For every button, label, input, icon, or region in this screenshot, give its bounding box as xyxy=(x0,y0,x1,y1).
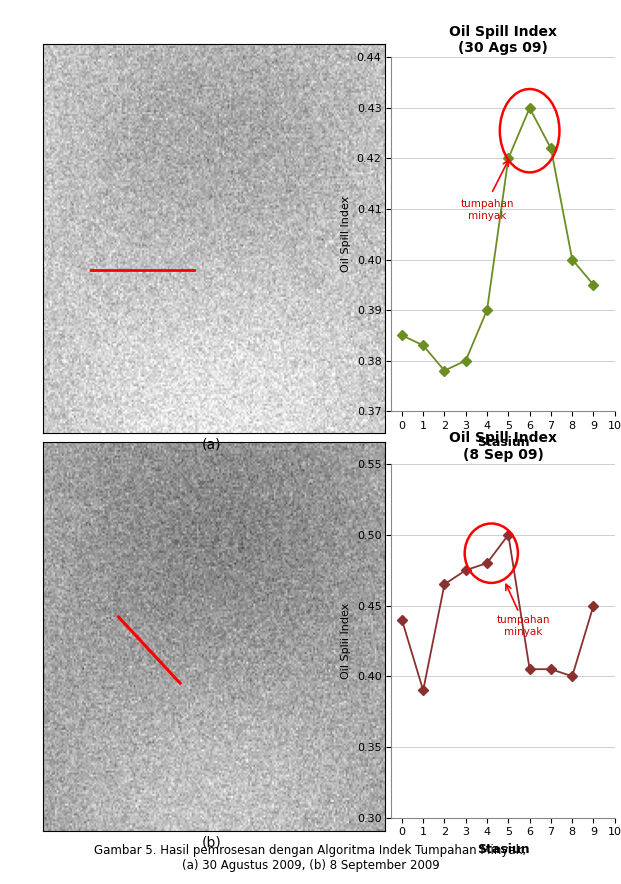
Y-axis label: Oil Spill Index: Oil Spill Index xyxy=(341,196,351,272)
X-axis label: Stasiun: Stasiun xyxy=(477,843,529,856)
Y-axis label: Oil Splii Index: Oil Splii Index xyxy=(341,603,351,679)
Title: Oil Spill Index
(30 Ags 09): Oil Spill Index (30 Ags 09) xyxy=(449,25,557,55)
Text: tumpahan
minyak: tumpahan minyak xyxy=(496,615,550,637)
Text: (b): (b) xyxy=(201,835,221,850)
Text: (a): (a) xyxy=(201,438,221,452)
Title: Oil Spill Index
(8 Sep 09): Oil Spill Index (8 Sep 09) xyxy=(449,431,557,461)
Text: tumpahan
minyak: tumpahan minyak xyxy=(460,199,514,220)
Text: Gambar 5. Hasil pemrosesan dengan Algoritma Indek Tumpahan Minyak,: Gambar 5. Hasil pemrosesan dengan Algori… xyxy=(94,844,527,857)
X-axis label: Stasiun: Stasiun xyxy=(477,437,529,449)
Text: (a) 30 Agustus 2009, (b) 8 September 2009: (a) 30 Agustus 2009, (b) 8 September 200… xyxy=(181,859,440,873)
